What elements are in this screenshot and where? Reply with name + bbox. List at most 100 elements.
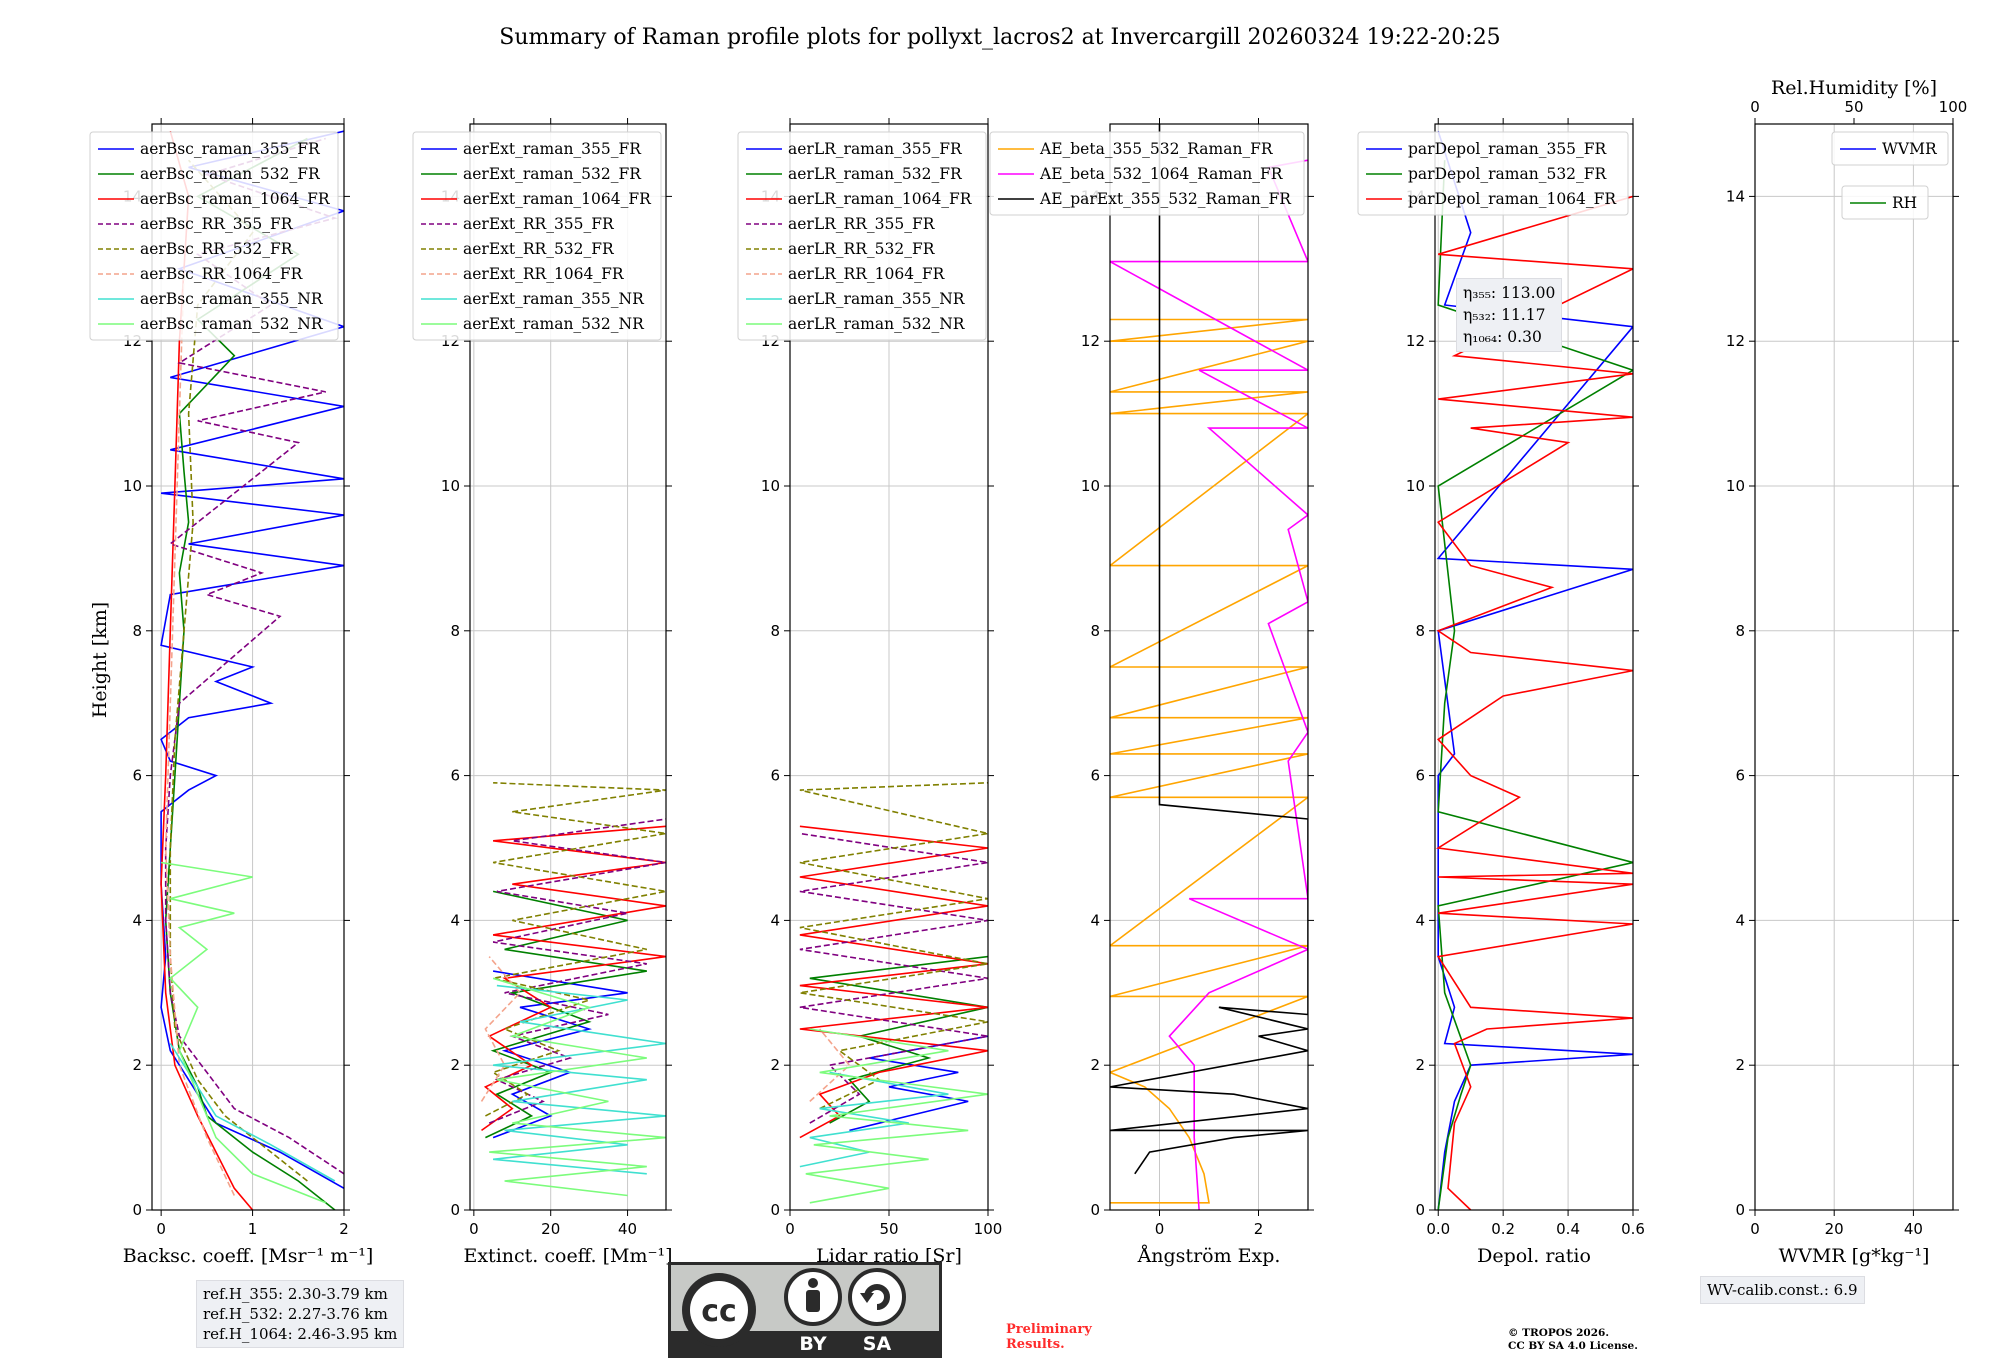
legend-lidar_ratio: aerLR_raman_355_FR aerLR_raman_532_FR aerL…	[737, 131, 987, 341]
cc-logo-graphic: cc BY SA	[671, 1268, 939, 1355]
x-axis-label: Depol. ratio	[1477, 1245, 1591, 1267]
series-parDepol_raman_355_FR	[1436, 130, 1633, 1210]
x-tick-label: 1	[248, 1220, 258, 1238]
legend-angstrom: AE_beta_355_532_Raman_FR AE_beta_532_1064…	[989, 131, 1305, 216]
series-aerExt_raman_355_FR	[492, 970, 628, 1139]
series-group	[480, 782, 666, 1197]
legend-entry: aerExt_RR_532_FR	[463, 240, 615, 258]
series-aerLR_raman_532_FR	[809, 955, 988, 1124]
legend-frame	[412, 131, 662, 341]
x-tick-label: 40	[618, 1220, 637, 1238]
y-tick-label: 2	[770, 1056, 780, 1074]
legend-entry: aerBsc_RR_1064_FR	[140, 265, 304, 283]
legend-entry: aerLR_RR_355_FR	[788, 215, 936, 233]
legend-entry: aerBsc_raman_1064_FR	[140, 190, 331, 208]
series-aerExt_RR_532_FR	[485, 782, 666, 1117]
x-tick-label: 100	[974, 1220, 1003, 1238]
series-aerLR_raman_1064_FR	[799, 825, 988, 1139]
y-tick-label: 4	[1090, 911, 1100, 929]
legend-frame	[89, 131, 339, 341]
legend-entry: WVMR	[1882, 140, 1938, 158]
x-tick-label: 0	[156, 1220, 166, 1238]
sa-share-icon	[848, 1268, 906, 1326]
series-aerBsc_raman_532_NR	[160, 861, 326, 1204]
eta-532: η₅₃₂: 11.17	[1463, 306, 1546, 324]
y-tick-label: 6	[132, 767, 142, 785]
legend-wvmr: WVMR	[1831, 131, 1949, 166]
panels: 01202468101214Backsc. coeff. [Msr⁻¹ m⁻¹]…	[89, 77, 1967, 1267]
legend-frame	[989, 131, 1305, 216]
legend-entry: aerLR_raman_355_NR	[788, 290, 966, 308]
preliminary-line-1: Preliminary	[1006, 1322, 1092, 1337]
top-x-tick-label: 50	[1844, 98, 1863, 116]
copyright-line-2: CC BY SA 4.0 License.	[1508, 1340, 1638, 1352]
wv-calib-box: WV-calib.const.: 6.9	[1700, 1276, 1865, 1304]
panel-depolarization: 0.00.20.40.602468101214Depol. ratioparDe…	[1357, 118, 1645, 1267]
y-tick-label: 6	[1090, 767, 1100, 785]
legend-backscatter: aerBsc_raman_355_FR aerBsc_raman_532_FRae…	[89, 131, 339, 341]
ref-height-532: ref.H_532: 2.27-3.76 km	[203, 1305, 388, 1323]
y-tick-label: 2	[1735, 1056, 1745, 1074]
x-tick-label: 0	[469, 1220, 479, 1238]
copyright-line-1: © TROPOS 2026.	[1508, 1327, 1610, 1339]
y-tick-label: 8	[1735, 622, 1745, 640]
ref-height-1064: ref.H_1064: 2.46-3.95 km	[203, 1325, 398, 1343]
legend-entry: parDepol_raman_1064_FR	[1408, 190, 1617, 208]
legend-entry: parDepol_raman_355_FR	[1408, 140, 1608, 158]
y-tick-label: 14	[1726, 187, 1745, 205]
series-aerBsc_raman_1064_FR	[160, 130, 254, 1210]
legend-entry: aerExt_RR_1064_FR	[463, 265, 625, 283]
y-tick-label: 4	[450, 911, 460, 929]
legend-entry: aerExt_raman_532_NR	[463, 315, 645, 333]
series-aerBsc_RR_355_FR	[164, 137, 344, 1175]
axes-frame	[1754, 123, 1954, 1211]
sa-label: SA	[863, 1333, 892, 1355]
y-tick-label: 10	[1081, 477, 1100, 495]
legend-entry: RH	[1892, 194, 1917, 212]
series-AE_parExt_355_532_Raman_FR	[1110, 124, 1308, 1175]
legend-entry: aerExt_raman_355_NR	[463, 290, 645, 308]
y-tick-label: 6	[1735, 767, 1745, 785]
x-axis-label: WVMR [g*kg⁻¹]	[1779, 1245, 1930, 1267]
y-tick-label: 4	[1415, 911, 1425, 929]
series-aerBsc_raman_355_FR	[160, 130, 344, 1189]
x-tick-label: 20	[1825, 1220, 1844, 1238]
panel-lidar_ratio: 05010002468101214Lidar ratio [Sr]aerLR_r…	[737, 118, 1003, 1267]
series-AE_beta_355_532_Raman_FR	[1110, 318, 1308, 1204]
axes-frame	[151, 123, 345, 1211]
y-tick-label: 10	[123, 477, 142, 495]
x-axis-label: Ångström Exp.	[1137, 1245, 1281, 1267]
y-tick-label: 0	[1735, 1201, 1745, 1219]
y-tick-label: 12	[1726, 332, 1745, 350]
legend-frame	[1357, 131, 1629, 216]
top-x-axis-label: Rel.Humidity [%]	[1771, 77, 1937, 99]
panel-wvmr: 0 20 40 0 2 4 6 8 10 12 14 WVMR [g*kg⁻¹] 0 50 100Rel.H…	[1726, 77, 1967, 1267]
x-tick-label: 0.4	[1556, 1220, 1580, 1238]
legend-entry: aerBsc_raman_355_NR	[140, 290, 324, 308]
y-tick-label: 4	[1735, 911, 1745, 929]
y-tick-label: 8	[132, 622, 142, 640]
y-tick-label: 10	[1406, 477, 1425, 495]
y-tick-label: 2	[1090, 1056, 1100, 1074]
axes-frame	[469, 123, 667, 1211]
x-tick-label: 50	[879, 1220, 898, 1238]
y-tick-label: 10	[761, 477, 780, 495]
x-tick-label: 0.0	[1426, 1220, 1450, 1238]
legend-entry: aerLR_raman_532_NR	[788, 315, 966, 333]
x-axis-label: Backsc. coeff. [Msr⁻¹ m⁻¹]	[123, 1245, 374, 1267]
y-tick-label: 0	[1090, 1201, 1100, 1219]
ref-height-355: ref.H_355: 2.30-3.79 km	[203, 1285, 388, 1303]
preliminary-line-2: Results.	[1006, 1337, 1065, 1352]
legend-extinction: aerExt_raman_355_FR aerExt_raman_532_FRae…	[412, 131, 662, 341]
eta-355: η₃₅₅: 113.00	[1463, 284, 1556, 302]
legend-depolarization: parDepol_raman_355_FR parDepol_raman_532_…	[1357, 131, 1629, 216]
copyright-note: © TROPOS 2026. CC BY SA 4.0 License.	[1508, 1327, 1638, 1353]
legend-entry: aerBsc_raman_532_NR	[140, 315, 324, 333]
y-tick-label: 6	[450, 767, 460, 785]
top-x-tick-label: 0	[1750, 98, 1760, 116]
y-tick-label: 6	[770, 767, 780, 785]
y-tick-label: 2	[132, 1056, 142, 1074]
legend-entry: AE_parExt_355_532_Raman_FR	[1039, 190, 1292, 208]
x-axis-label: Extinct. coeff. [Mm⁻¹]	[463, 1245, 672, 1267]
legend-entry: aerBsc_RR_532_FR	[140, 240, 294, 258]
